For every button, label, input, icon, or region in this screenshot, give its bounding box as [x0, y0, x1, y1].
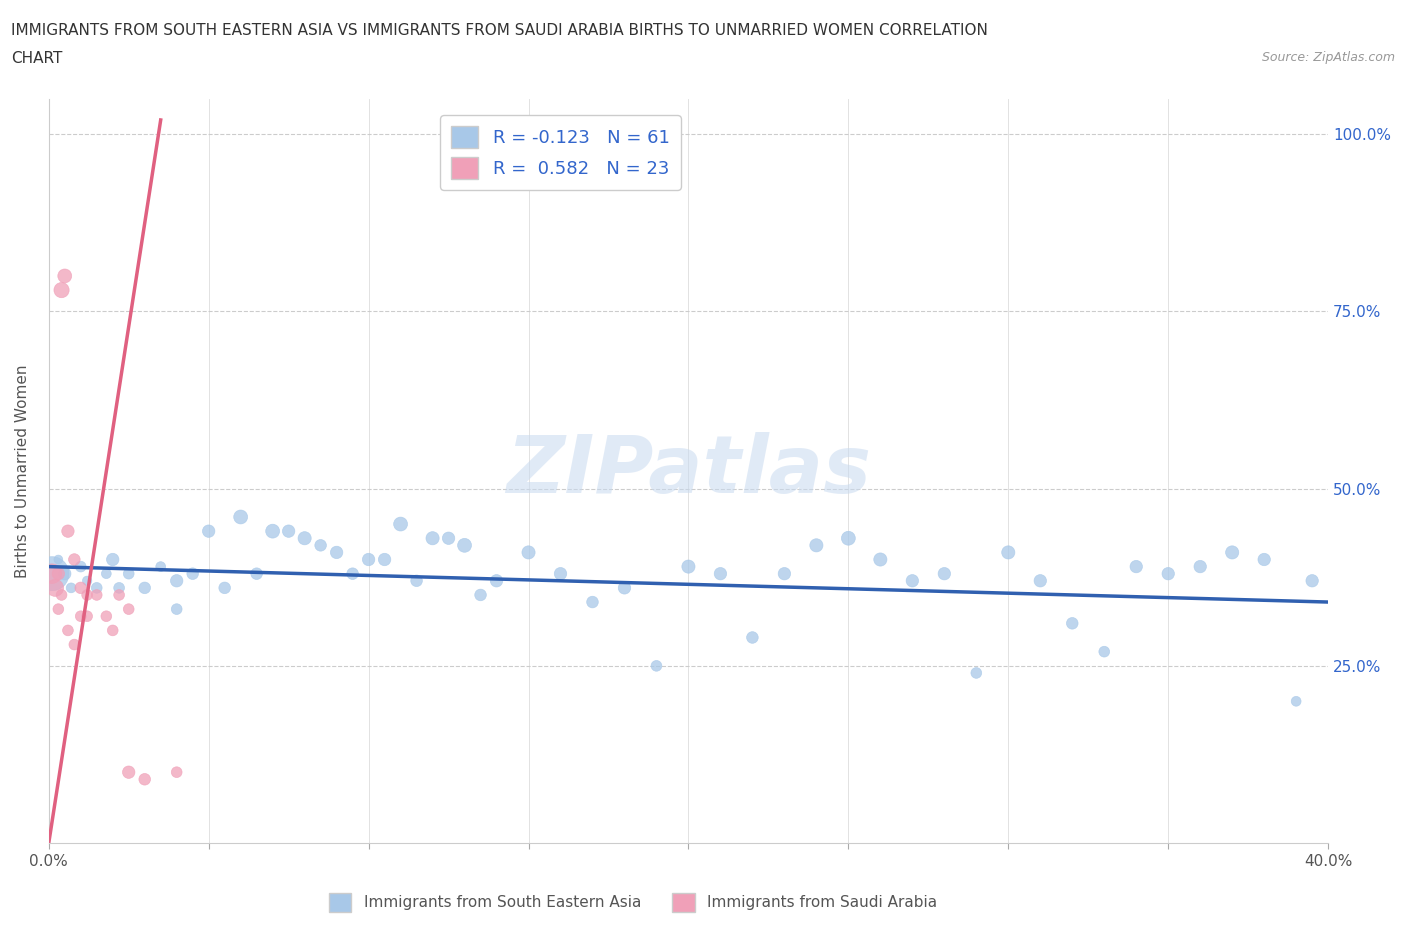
Point [997, 545, 1019, 560]
Point [741, 630, 763, 644]
Point [934, 566, 956, 581]
Point [69, 580, 91, 595]
Y-axis label: Births to Unmarried Women: Births to Unmarried Women [15, 365, 30, 578]
Point [405, 573, 427, 588]
Point [51, 588, 73, 603]
Point [678, 559, 700, 574]
Point [1157, 566, 1180, 581]
Point [118, 602, 141, 617]
Text: CHART: CHART [11, 51, 63, 66]
Point [550, 566, 572, 581]
Point [1189, 559, 1212, 574]
Point [437, 531, 460, 546]
Point [470, 588, 492, 603]
Point [1092, 644, 1115, 659]
Point [325, 545, 347, 560]
Point [149, 559, 172, 574]
Point [118, 566, 141, 581]
Point [101, 623, 124, 638]
Point [166, 602, 188, 617]
Point [374, 552, 396, 567]
Point [422, 531, 444, 546]
Point [277, 524, 299, 538]
Point [309, 538, 332, 552]
Point [1253, 552, 1275, 567]
Point [53, 269, 76, 284]
Point [1220, 545, 1243, 560]
Point [357, 552, 380, 567]
Point [166, 764, 188, 779]
Text: IMMIGRANTS FROM SOUTH EASTERN ASIA VS IMMIGRANTS FROM SAUDI ARABIA BIRTHS TO UNM: IMMIGRANTS FROM SOUTH EASTERN ASIA VS IM… [11, 23, 988, 38]
Point [806, 538, 828, 552]
Point [181, 566, 204, 581]
Point [246, 566, 269, 581]
Point [453, 538, 475, 552]
Point [46, 566, 69, 581]
Point [837, 531, 859, 546]
Point [294, 531, 316, 546]
Point [56, 524, 79, 538]
Point [69, 559, 91, 574]
Point [41, 566, 63, 581]
Point [166, 573, 188, 588]
Point [108, 588, 131, 603]
Point [965, 666, 987, 681]
Point [96, 566, 118, 581]
Text: ZIPatlas: ZIPatlas [506, 432, 870, 510]
Point [581, 594, 603, 609]
Point [342, 566, 364, 581]
Point [76, 573, 98, 588]
Point [53, 566, 76, 581]
Text: Source: ZipAtlas.com: Source: ZipAtlas.com [1261, 51, 1395, 64]
Point [869, 552, 891, 567]
Point [773, 566, 796, 581]
Point [1125, 559, 1147, 574]
Point [1029, 573, 1052, 588]
Point [86, 580, 108, 595]
Point [76, 609, 98, 624]
Point [60, 580, 83, 595]
Point [134, 580, 156, 595]
Point [1301, 573, 1323, 588]
Point [1285, 694, 1308, 709]
Point [1062, 616, 1084, 631]
Point [108, 580, 131, 595]
Point [44, 580, 66, 595]
Point [56, 623, 79, 638]
Legend: R = -0.123   N = 61, R =  0.582   N = 23: R = -0.123 N = 61, R = 0.582 N = 23 [440, 115, 681, 190]
Point [197, 524, 219, 538]
Point [485, 573, 508, 588]
Point [96, 609, 118, 624]
Point [389, 517, 412, 532]
Point [101, 552, 124, 567]
Point [51, 283, 73, 298]
Point [229, 510, 252, 525]
Point [76, 588, 98, 603]
Point [46, 602, 69, 617]
Point [709, 566, 731, 581]
Point [645, 658, 668, 673]
Point [901, 573, 924, 588]
Point [63, 637, 86, 652]
Point [134, 772, 156, 787]
Legend: Immigrants from South Eastern Asia, Immigrants from Saudi Arabia: Immigrants from South Eastern Asia, Immi… [322, 887, 943, 918]
Point [86, 588, 108, 603]
Point [262, 524, 284, 538]
Point [613, 580, 636, 595]
Point [118, 764, 141, 779]
Point [63, 552, 86, 567]
Point [214, 580, 236, 595]
Point [41, 566, 63, 581]
Point [46, 552, 69, 567]
Point [69, 609, 91, 624]
Point [517, 545, 540, 560]
